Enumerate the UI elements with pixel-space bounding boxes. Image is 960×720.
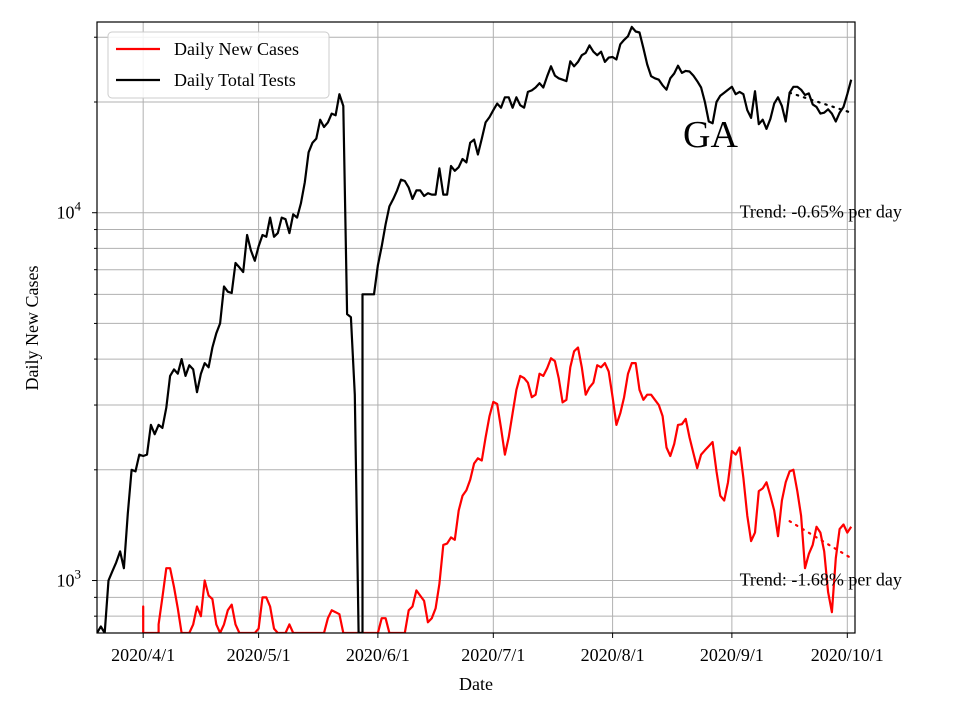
y-tick-label: 104 (57, 199, 82, 223)
x-tick-label: 2020/5/1 (227, 645, 291, 665)
x-tick-label: 2020/9/1 (700, 645, 764, 665)
plot-frame (96, 21, 856, 634)
daily-total-tests-line (97, 25, 853, 633)
legend-box (107, 31, 330, 99)
trend-annotation: Trend: -1.68% per day (740, 570, 902, 590)
x-axis-label: Date (459, 674, 493, 694)
series-lines (97, 25, 853, 633)
x-tick-label: 2020/6/1 (346, 645, 410, 665)
legend: Daily New Cases Daily Total Tests (107, 31, 330, 99)
trend-annotation: Trend: -0.65% per day (740, 202, 902, 222)
x-tick-label: 2020/8/1 (581, 645, 645, 665)
trend-lines (788, 91, 853, 560)
x-axis: 2020/4/1 2020/5/1 2020/6/1 2020/7/1 2020/8/1… (111, 633, 884, 665)
legend-entry: Daily New Cases (174, 39, 299, 59)
grid-lines (97, 22, 855, 633)
x-tick-label: 2020/10/1 (811, 645, 884, 665)
trend-line (788, 520, 853, 560)
daily-new-cases-line (142, 346, 853, 633)
legend-entry: Daily Total Tests (174, 70, 296, 90)
y-tick-label: 103 (57, 567, 82, 591)
y-axis: 103 104 (57, 36, 97, 617)
annotations: Trend: -0.65% per day Trend: -1.68% per d… (740, 202, 902, 590)
x-tick-label: 2020/7/1 (461, 645, 525, 665)
x-tick-label: 2020/4/1 (111, 645, 175, 665)
state-label: GA (683, 114, 738, 156)
y-axis-label: Daily New Cases (22, 266, 42, 391)
